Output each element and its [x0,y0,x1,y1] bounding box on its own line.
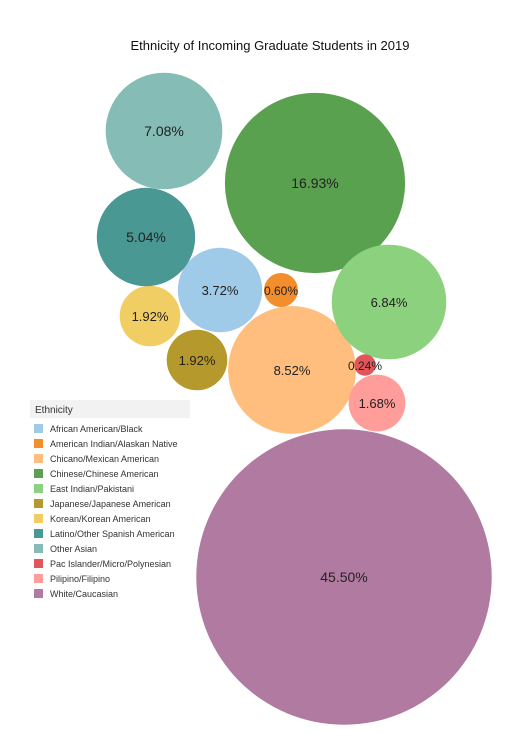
legend-swatch-pac-islander [34,559,43,568]
bubble-african-american [177,247,263,333]
bubble-label-east-indian: 6.84% [371,295,408,310]
legend: Ethnicity African American/Black American… [30,400,190,599]
bubble-east-indian [331,244,447,360]
bubble-label-american-indian: 0.60% [264,284,298,298]
chart-title: Ethnicity of Incoming Graduate Students … [131,38,410,53]
bubbles-group: 3.72% 0.60% 8.52% 16.93% 6.84% 1.92% 1.92% 5.04… [96,72,492,725]
legend-label-pac-islander: Pac Islander/Micro/Polynesian [50,559,171,569]
legend-label-african-american: African American/Black [50,424,143,434]
legend-label-pilipino: Pilipino/Filipino [50,574,110,584]
legend-label-korean: Korean/Korean American [50,514,151,524]
legend-swatch-latino [34,529,43,538]
bubble-korean [119,285,181,347]
legend-label-japanese: Japanese/Japanese American [50,499,171,509]
legend-swatch-african-american [34,424,43,433]
legend-label-american-indian: American Indian/Alaskan Native [50,439,178,449]
bubble-white [196,429,492,725]
bubble-label-chinese: 16.93% [291,175,338,191]
legend-swatch-other-asian [34,544,43,553]
legend-swatch-chicano [34,454,43,463]
legend-swatch-pilipino [34,574,43,583]
bubble-pilipino [348,374,406,432]
bubble-chinese [224,92,406,274]
bubble-label-latino: 5.04% [126,229,166,245]
bubble-japanese [166,329,228,391]
legend-label-other-asian: Other Asian [50,544,97,554]
legend-swatch-chinese [34,469,43,478]
bubble-pac-islander [354,354,376,376]
bubble-label-pilipino: 1.68% [359,396,396,411]
bubble-chicano [228,306,356,434]
legend-label-chinese: Chinese/Chinese American [50,469,159,479]
bubble-american-indian [264,273,298,307]
legend-label-white: White/Caucasian [50,589,118,599]
bubble-label-pac-islander: 0.24% [348,359,382,373]
legend-label-latino: Latino/Other Spanish American [50,529,175,539]
legend-header-bg [30,400,190,418]
bubble-label-african-american: 3.72% [202,283,239,298]
legend-label-east-indian: East Indian/Pakistani [50,484,134,494]
bubble-label-korean: 1.92% [132,309,169,324]
bubble-latino [96,187,196,287]
bubble-label-japanese: 1.92% [179,353,216,368]
legend-swatch-korean [34,514,43,523]
bubble-label-other-asian: 7.08% [144,123,184,139]
legend-swatch-american-indian [34,439,43,448]
bubble-label-chicano: 8.52% [274,363,311,378]
legend-swatch-japanese [34,499,43,508]
legend-title: Ethnicity [35,405,73,416]
legend-label-chicano: Chicano/Mexican American [50,454,159,464]
bubble-label-white: 45.50% [320,569,367,585]
legend-items: African American/Black American Indian/Al… [34,424,178,599]
legend-swatch-white [34,589,43,598]
bubble-other-asian [105,72,223,190]
legend-swatch-east-indian [34,484,43,493]
